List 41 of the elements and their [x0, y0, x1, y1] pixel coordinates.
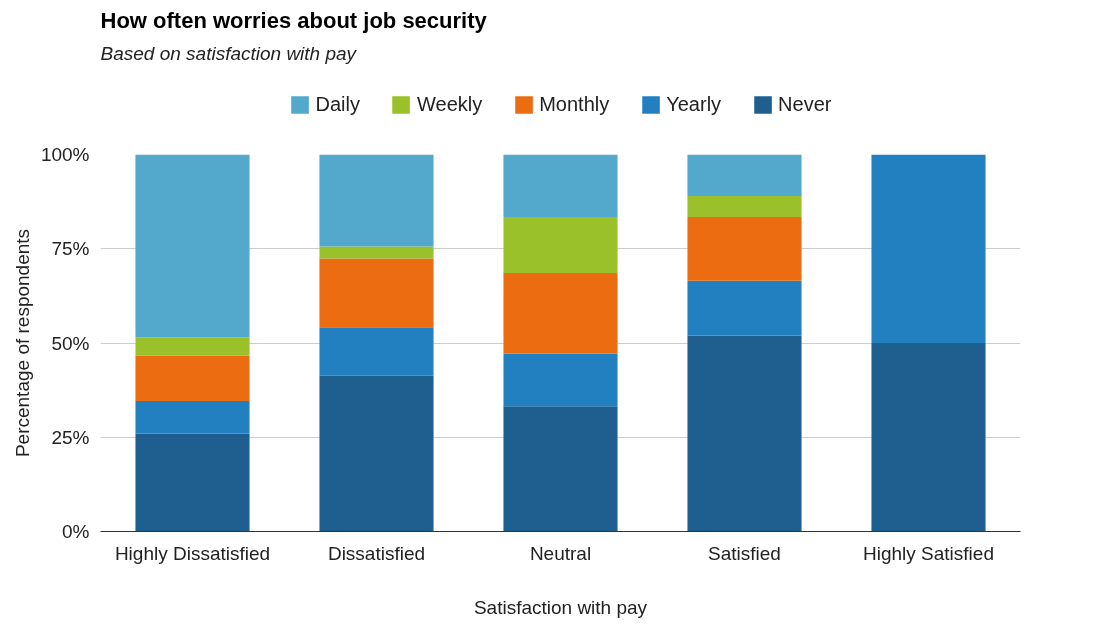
x-tick-label: Highly Satisfied	[863, 542, 994, 564]
x-tick-label: Satisfied	[708, 542, 781, 564]
bar	[687, 195, 802, 218]
bar	[135, 401, 250, 434]
bar	[871, 154, 986, 343]
bar	[135, 154, 250, 338]
legend-label: Monthly	[539, 92, 610, 116]
y-axis-title: Percentage of respondents	[11, 228, 33, 458]
x-axis-title: Satisfaction with pay	[473, 596, 648, 618]
bar	[319, 154, 434, 247]
bar	[319, 246, 434, 259]
legend-label: Never	[778, 92, 832, 116]
x-tick-label: Highly Dissatisfied	[114, 542, 271, 564]
chart-subtitle: Based on satisfaction with pay	[100, 42, 358, 64]
bar	[135, 355, 250, 402]
bar	[503, 272, 618, 354]
y-tick-label: 25%	[51, 426, 90, 448]
x-tick-label: Neutral	[529, 542, 592, 564]
x-tick-label: Dissatisfied	[327, 542, 426, 564]
bar	[503, 217, 618, 273]
bar	[503, 154, 618, 218]
bar	[135, 433, 250, 532]
y-tick-label: 100%	[40, 144, 90, 165]
bar	[319, 258, 434, 328]
bar	[503, 406, 618, 532]
bar	[687, 335, 802, 532]
bar	[135, 337, 250, 356]
legend-label: Yearly	[666, 92, 722, 116]
y-tick-label: 50%	[51, 332, 90, 354]
bar	[319, 327, 434, 376]
legend-label: Weekly	[416, 92, 483, 116]
bar	[687, 154, 802, 196]
bar	[503, 353, 618, 407]
y-tick-label: 75%	[51, 238, 90, 260]
bar	[871, 343, 986, 532]
chart-title: How often worries about job security	[100, 7, 488, 33]
legend-label: Daily	[315, 92, 360, 116]
bar	[687, 280, 802, 336]
y-tick-label: 0%	[62, 521, 90, 542]
bar	[319, 375, 434, 532]
bar	[687, 217, 802, 281]
